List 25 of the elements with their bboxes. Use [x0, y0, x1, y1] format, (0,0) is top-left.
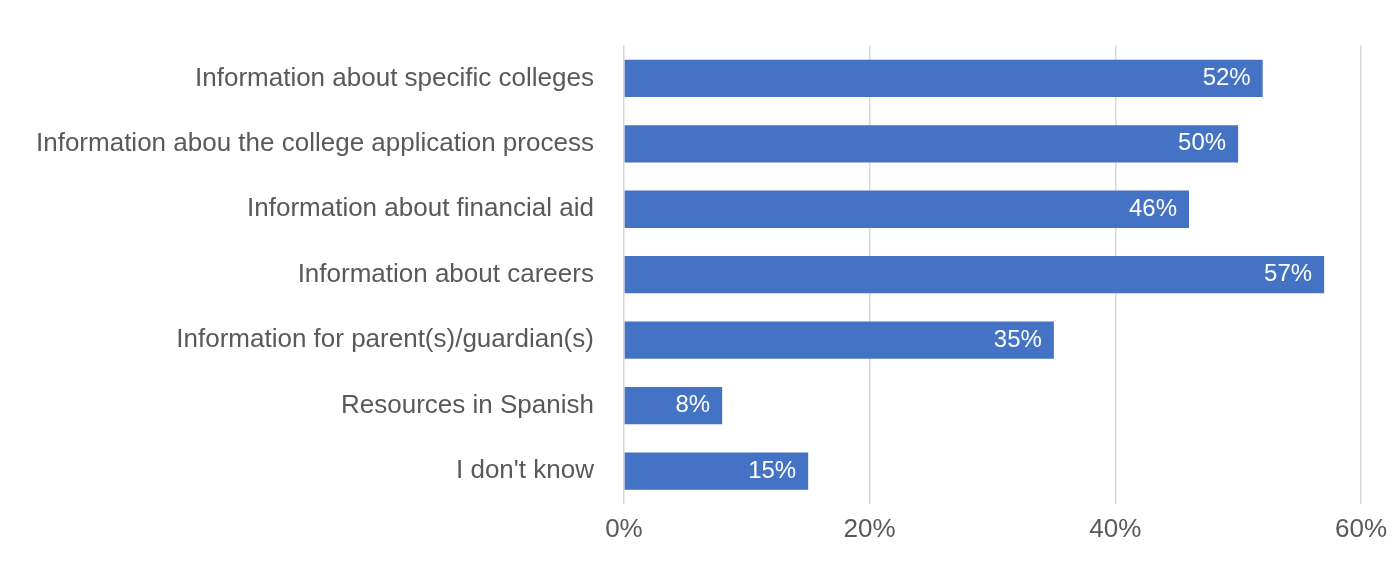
bar — [624, 321, 1054, 359]
y-tick-label: Resources in Spanish — [340, 388, 594, 419]
bar — [624, 386, 723, 425]
data-label: 50% — [1178, 128, 1227, 156]
y-tick-label: Information about specific colleges — [195, 61, 594, 92]
data-label: 57% — [1264, 259, 1313, 287]
x-tick-label: 20% — [843, 512, 896, 543]
x-tick-label: 60% — [1334, 512, 1387, 543]
bar — [624, 256, 1325, 294]
bar — [624, 190, 1189, 228]
x-tick-label: 40% — [1089, 512, 1142, 543]
y-tick-label: Information for parent(s)/guardian(s) — [176, 323, 594, 354]
y-tick-label: Information about financial aid — [247, 192, 594, 223]
data-label: 35% — [993, 324, 1042, 352]
bar — [624, 125, 1239, 163]
y-tick-label: Information abou the college application process — [35, 126, 594, 157]
data-label: 46% — [1128, 193, 1177, 221]
y-tick-label: Information about careers — [297, 257, 594, 288]
data-label: 15% — [748, 455, 797, 483]
bar — [624, 452, 809, 490]
data-label: 8% — [675, 390, 711, 418]
y-tick-label: I don't know — [455, 454, 595, 485]
x-tick-label: 0% — [605, 512, 643, 543]
data-label: 52% — [1202, 62, 1251, 90]
bar — [624, 59, 1263, 97]
